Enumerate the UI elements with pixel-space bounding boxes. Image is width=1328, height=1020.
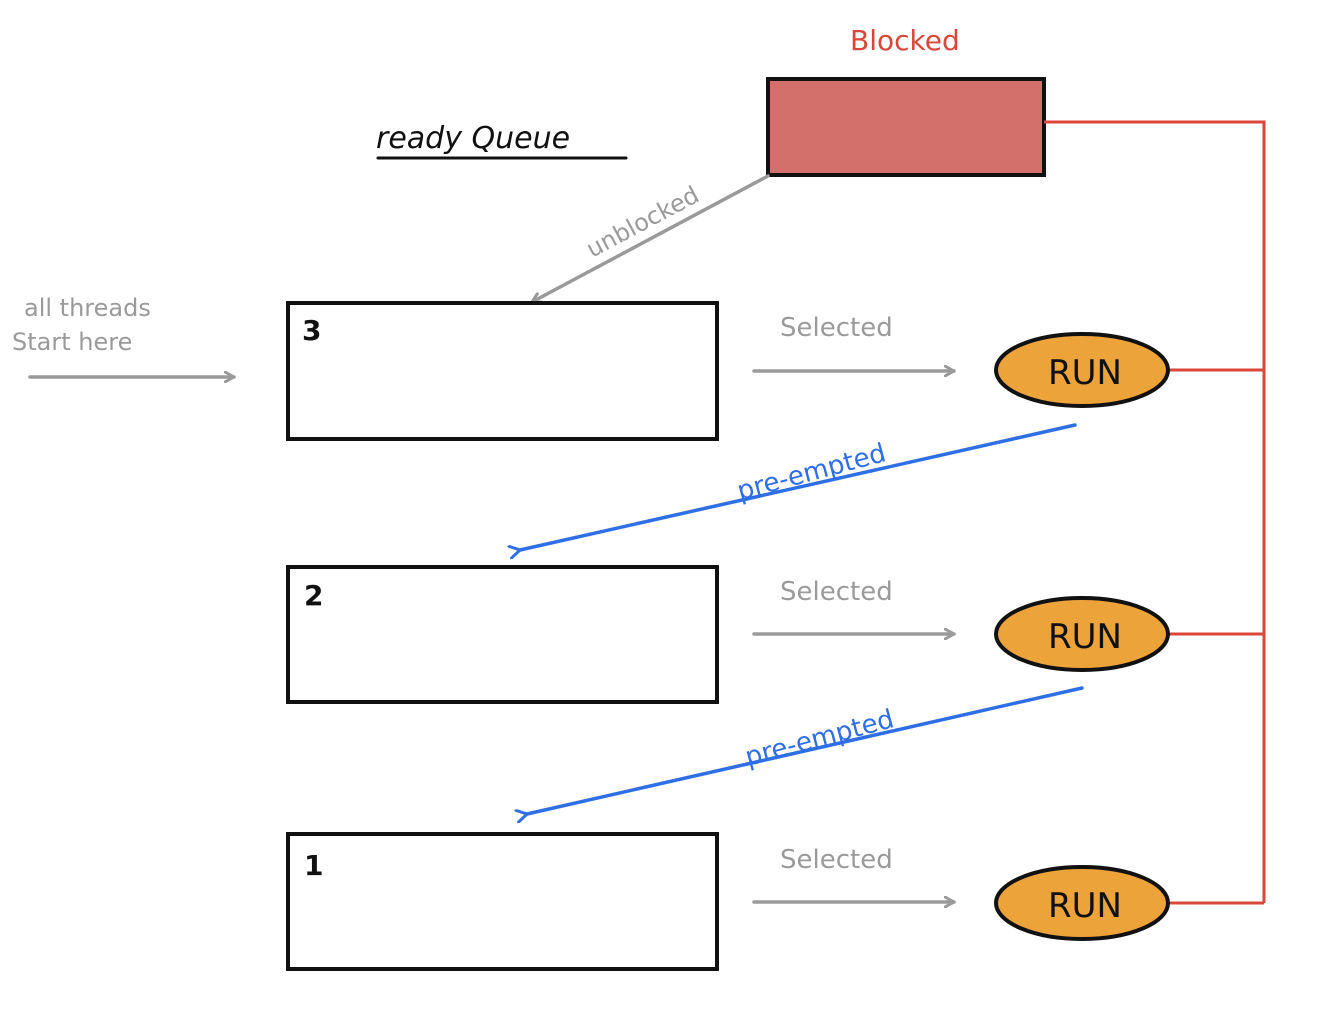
run-label: RUN <box>1048 353 1122 393</box>
run-ellipse <box>994 865 1170 941</box>
preempted-label-1: pre-empted <box>734 438 889 506</box>
run-state-3: RUN <box>994 865 1170 941</box>
entry-line-1: all threads <box>24 294 151 322</box>
queue-box <box>286 832 719 971</box>
queue-box <box>286 565 719 704</box>
run-ellipse <box>994 596 1170 672</box>
run-ellipse <box>994 332 1170 408</box>
run-label: RUN <box>1048 886 1122 926</box>
diagram-title: ready Queue <box>376 121 570 156</box>
blocked-label: Blocked <box>850 24 960 57</box>
queue-priority-label: 3 <box>302 314 321 347</box>
run-label: RUN <box>1048 617 1122 657</box>
queue-priority-label: 2 <box>304 579 323 612</box>
queue-level-2: 2 <box>286 565 719 704</box>
preempted-label-2: pre-empted <box>742 704 897 772</box>
run-state-2: RUN <box>994 596 1170 672</box>
preempted-arrow-1 <box>520 423 1077 550</box>
queue-box <box>286 301 719 441</box>
queue-level-3: 3 <box>286 301 719 441</box>
run-state-1: RUN <box>994 332 1170 408</box>
selected-label: Selected <box>780 313 893 343</box>
selected-label: Selected <box>780 577 893 607</box>
entry-line-2: Start here <box>12 328 132 356</box>
unblocked-arrow <box>530 174 770 304</box>
queue-priority-label: 1 <box>304 849 323 882</box>
preempted-arrow-2 <box>527 686 1084 814</box>
blocked-box <box>766 77 1046 177</box>
blocking-path <box>1044 120 1266 905</box>
queue-level-1: 1 <box>286 832 719 971</box>
selected-label: Selected <box>780 845 893 875</box>
